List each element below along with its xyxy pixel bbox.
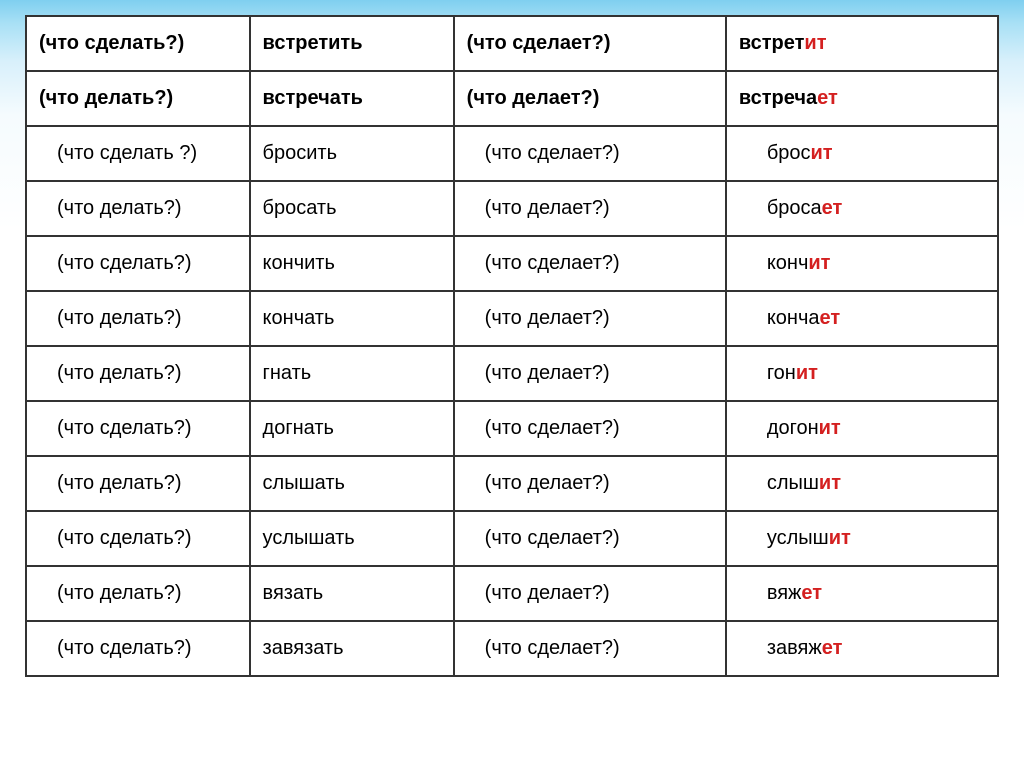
conjugated-question: (что делает?) — [454, 71, 726, 126]
verb-stem: вяж — [767, 582, 802, 604]
conjugated-question: (что сделает?) — [454, 401, 726, 456]
conjugated-answer: встречает — [726, 71, 998, 126]
conjugated-answer: кончит — [726, 236, 998, 291]
infinitive-answer: бросить — [250, 126, 454, 181]
verb-suffix: ит — [796, 362, 818, 384]
table-row: (что делать?)гнать(что делает?)гонит — [26, 346, 998, 401]
table-body: (что сделать?)встретить(что сделает?)вст… — [26, 16, 998, 676]
infinitive-question: (что сделать ?) — [26, 126, 250, 181]
table-row: (что сделать?)услышать(что сделает?)услы… — [26, 511, 998, 566]
conjugated-answer: кончает — [726, 291, 998, 346]
infinitive-question: (что сделать?) — [26, 16, 250, 71]
verb-stem: завяж — [767, 637, 822, 659]
conjugated-answer: гонит — [726, 346, 998, 401]
verb-stem: конча — [767, 307, 820, 329]
verb-stem: слыш — [767, 472, 819, 494]
verb-stem: услыш — [767, 527, 829, 549]
conjugated-answer: бросит — [726, 126, 998, 181]
conjugated-answer: завяжет — [726, 621, 998, 676]
conjugated-answer: бросает — [726, 181, 998, 236]
infinitive-question: (что делать?) — [26, 456, 250, 511]
conjugated-answer: услышит — [726, 511, 998, 566]
infinitive-answer: встретить — [250, 16, 454, 71]
verb-stem: догон — [767, 417, 819, 439]
verb-stem: встрет — [739, 32, 805, 54]
verb-suffix: ит — [804, 32, 826, 54]
infinitive-question: (что делать?) — [26, 346, 250, 401]
conjugated-question: (что сделает?) — [454, 126, 726, 181]
infinitive-question: (что делать?) — [26, 291, 250, 346]
verb-suffix: ет — [822, 637, 843, 659]
verb-stem: встреча — [739, 87, 817, 109]
verb-stem: гон — [767, 362, 796, 384]
table-row: (что делать?)вязать(что делает?)вяжет — [26, 566, 998, 621]
infinitive-question: (что сделать?) — [26, 621, 250, 676]
conjugated-question: (что делает?) — [454, 566, 726, 621]
verb-suffix: ит — [829, 527, 851, 549]
conjugated-answer: слышит — [726, 456, 998, 511]
conjugated-question: (что делает?) — [454, 291, 726, 346]
conjugated-question: (что сделает?) — [454, 511, 726, 566]
infinitive-answer: вязать — [250, 566, 454, 621]
verb-suffix: ит — [819, 472, 841, 494]
verb-suffix: ит — [811, 142, 833, 164]
verb-suffix: ет — [817, 87, 838, 109]
infinitive-answer: услышать — [250, 511, 454, 566]
infinitive-answer: гнать — [250, 346, 454, 401]
verb-suffix: ит — [819, 417, 841, 439]
verb-suffix: ит — [808, 252, 830, 274]
infinitive-answer: догнать — [250, 401, 454, 456]
table-row: (что делать?)слышать(что делает?)слышит — [26, 456, 998, 511]
table-row: (что делать?)кончать(что делает?)кончает — [26, 291, 998, 346]
conjugated-question: (что сделает?) — [454, 621, 726, 676]
table-row: (что делать?)встречать(что делает?)встре… — [26, 71, 998, 126]
conjugated-question: (что делает?) — [454, 456, 726, 511]
conjugated-question: (что делает?) — [454, 346, 726, 401]
table-row: (что делать?)бросать(что делает?)бросает — [26, 181, 998, 236]
infinitive-question: (что делать?) — [26, 566, 250, 621]
conjugated-answer: вяжет — [726, 566, 998, 621]
verb-suffix: ет — [801, 582, 822, 604]
conjugated-answer: догонит — [726, 401, 998, 456]
conjugated-question: (что делает?) — [454, 181, 726, 236]
infinitive-answer: кончать — [250, 291, 454, 346]
infinitive-question: (что сделать?) — [26, 511, 250, 566]
table-row: (что сделать?)догнать(что сделает?)догон… — [26, 401, 998, 456]
conjugated-question: (что сделает?) — [454, 236, 726, 291]
infinitive-question: (что сделать?) — [26, 236, 250, 291]
verb-conjugation-table: (что сделать?)встретить(что сделает?)вст… — [25, 15, 999, 677]
verb-suffix: ет — [822, 197, 843, 219]
conjugated-question: (что сделает?) — [454, 16, 726, 71]
infinitive-answer: бросать — [250, 181, 454, 236]
verb-stem: брос — [767, 142, 811, 164]
verb-stem: броса — [767, 197, 822, 219]
infinitive-answer: слышать — [250, 456, 454, 511]
infinitive-answer: кончить — [250, 236, 454, 291]
table-row: (что сделать?)кончить(что сделает?)кончи… — [26, 236, 998, 291]
conjugated-answer: встретит — [726, 16, 998, 71]
table-row: (что сделать?)завязать(что сделает?)завя… — [26, 621, 998, 676]
infinitive-question: (что сделать?) — [26, 401, 250, 456]
infinitive-answer: завязать — [250, 621, 454, 676]
verb-suffix: ет — [820, 307, 841, 329]
verb-stem: конч — [767, 252, 809, 274]
infinitive-question: (что делать?) — [26, 71, 250, 126]
infinitive-answer: встречать — [250, 71, 454, 126]
table-row: (что сделать ?)бросить(что сделает?)брос… — [26, 126, 998, 181]
infinitive-question: (что делать?) — [26, 181, 250, 236]
table-row: (что сделать?)встретить(что сделает?)вст… — [26, 16, 998, 71]
